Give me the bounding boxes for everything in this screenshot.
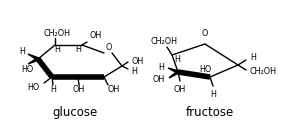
Text: glucose: glucose: [52, 106, 98, 119]
Text: HO: HO: [199, 66, 211, 75]
Polygon shape: [28, 58, 39, 64]
Text: OH: OH: [73, 84, 85, 93]
Text: H: H: [250, 53, 256, 62]
Polygon shape: [169, 71, 179, 78]
Text: H: H: [75, 45, 81, 54]
Text: OH: OH: [153, 75, 165, 84]
Text: H: H: [50, 84, 56, 93]
Text: H: H: [131, 67, 137, 75]
Text: H: H: [210, 90, 216, 99]
Text: CH₂OH: CH₂OH: [250, 67, 277, 76]
Text: H: H: [158, 62, 164, 72]
Text: CH₂OH: CH₂OH: [151, 36, 178, 45]
Polygon shape: [168, 68, 178, 73]
Text: fructose: fructose: [186, 106, 234, 119]
Text: O: O: [202, 29, 208, 38]
Text: HO: HO: [28, 83, 40, 91]
Text: O: O: [106, 44, 112, 52]
Text: OH: OH: [108, 84, 120, 93]
Text: H: H: [54, 45, 60, 54]
Text: OH: OH: [174, 85, 186, 94]
Polygon shape: [28, 54, 39, 60]
Text: H: H: [19, 47, 25, 57]
Text: OH: OH: [131, 57, 143, 66]
Text: CH₂OH: CH₂OH: [44, 29, 70, 38]
Text: HO: HO: [21, 65, 33, 74]
Text: OH: OH: [89, 31, 101, 40]
Text: H: H: [174, 54, 180, 64]
